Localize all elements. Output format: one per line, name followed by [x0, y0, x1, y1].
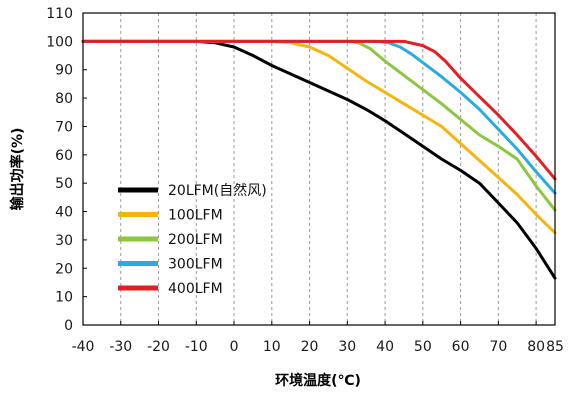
x-tick-label: 60 [452, 339, 470, 355]
x-tick-label: 10 [263, 339, 281, 355]
x-tick-label: -30 [109, 339, 132, 355]
x-tick-label: 20 [301, 339, 319, 355]
y-axis-title: 输出功率(%) [9, 128, 26, 211]
y-axis-ticks: 0 10 20 30 40 50 60 70 80 90 100 110 [46, 6, 87, 334]
legend-label-1: 100LFM [168, 208, 223, 224]
y-tick-label: 10 [55, 290, 73, 306]
x-tick-label: 70 [489, 339, 507, 355]
x-tick-label: 80 [527, 339, 545, 355]
x-tick-label: 85 [546, 339, 564, 355]
series-line-0 [81, 39, 557, 280]
x-axis-ticks: -40 -30 -20 -10 0 10 20 30 40 50 60 70 80 85 [72, 321, 564, 355]
y-tick-label: 30 [55, 233, 73, 249]
x-tick-label: 40 [376, 339, 394, 355]
legend-label-0: 20LFM(自然风) [168, 182, 267, 199]
y-tick-label: 80 [55, 91, 73, 107]
x-tick-label: -40 [72, 339, 95, 355]
legend-label-4: 400LFM [168, 281, 223, 297]
legend-label-2: 200LFM [168, 232, 223, 248]
y-tick-label: 20 [55, 261, 73, 277]
y-tick-label: 0 [64, 318, 73, 334]
y-tick-label: 110 [46, 6, 73, 22]
series-line-4 [81, 39, 557, 181]
series-line-2 [81, 39, 557, 212]
x-tick-label: -10 [185, 339, 208, 355]
y-tick-label: 90 [55, 63, 73, 79]
y-tick-label: 70 [55, 119, 73, 135]
y-tick-label: 50 [55, 176, 73, 192]
y-tick-label: 100 [46, 34, 73, 50]
plot-frame [82, 12, 556, 326]
series-line-1 [81, 39, 557, 235]
legend: 20LFM(自然风) 100LFM 200LFM 300LFM 400LFM [118, 182, 267, 297]
y-tick-label: 40 [55, 205, 73, 221]
x-axis-title: 环境温度(℃) [275, 372, 361, 389]
legend-label-3: 300LFM [168, 257, 223, 273]
x-tick-label: 0 [230, 339, 239, 355]
y-tick-label: 60 [55, 148, 73, 164]
x-tick-label: 50 [414, 339, 432, 355]
x-tick-label: -20 [147, 339, 170, 355]
x-tick-label: 30 [338, 339, 356, 355]
plot-background [83, 13, 555, 325]
series-lines [81, 39, 557, 280]
